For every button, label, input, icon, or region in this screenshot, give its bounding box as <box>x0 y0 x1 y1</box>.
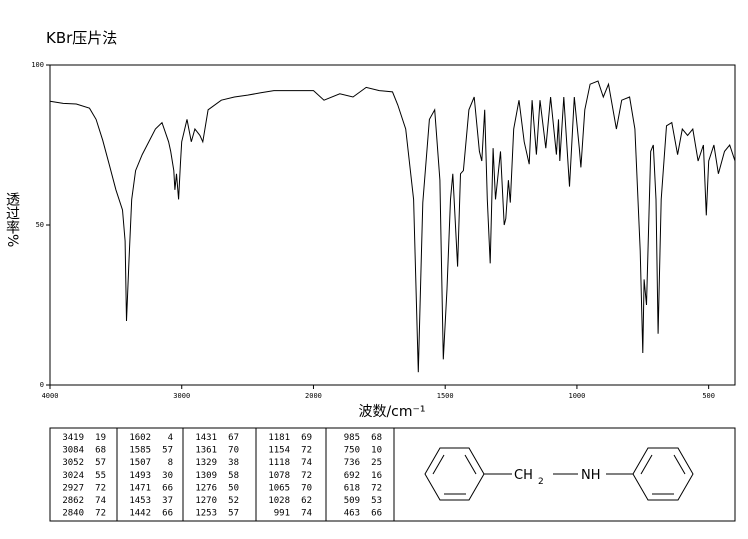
peak-wavenumber: 3052 <box>62 458 84 468</box>
peak-transmittance: 10 <box>371 446 382 456</box>
spectrum-line <box>49 80 736 373</box>
peak-transmittance: 57 <box>228 509 239 519</box>
peak-transmittance: 74 <box>95 496 106 506</box>
double-bond <box>432 454 445 475</box>
y-tick-label: 50 <box>36 221 44 229</box>
peak-transmittance: 72 <box>371 483 382 493</box>
peak-transmittance: 57 <box>95 458 106 468</box>
peak-transmittance: 67 <box>228 433 239 443</box>
peak-transmittance: 70 <box>228 446 239 456</box>
x-tick-label: 1000 <box>568 392 585 400</box>
peak-wavenumber: 463 <box>344 509 360 519</box>
peak-wavenumber: 1078 <box>268 471 290 481</box>
y-axis-label: 透过率% <box>4 192 20 247</box>
x-tick-label: 2000 <box>305 392 322 400</box>
peak-wavenumber: 1361 <box>195 446 217 456</box>
peak-transmittance: 69 <box>301 433 312 443</box>
peak-transmittance: 37 <box>162 496 173 506</box>
peak-wavenumber: 1507 <box>129 458 151 468</box>
peak-wavenumber: 1154 <box>268 446 290 456</box>
peak-table <box>49 427 736 522</box>
peak-transmittance: 68 <box>371 433 382 443</box>
peak-wavenumber: 1276 <box>195 483 217 493</box>
benzene-ring <box>632 447 694 501</box>
peak-transmittance: 68 <box>95 446 106 456</box>
peak-transmittance: 53 <box>371 496 382 506</box>
peak-wavenumber: 985 <box>344 433 360 443</box>
peak-transmittance: 58 <box>228 471 239 481</box>
peak-wavenumber: 1431 <box>195 433 217 443</box>
peak-transmittance: 57 <box>162 446 173 456</box>
peak-wavenumber: 750 <box>344 446 360 456</box>
peak-wavenumber: 736 <box>344 458 360 468</box>
peak-transmittance: 19 <box>95 433 106 443</box>
peak-wavenumber: 1602 <box>129 433 151 443</box>
double-bond <box>673 454 686 475</box>
peak-transmittance: 72 <box>95 509 106 519</box>
peak-transmittance: 66 <box>162 509 173 519</box>
peak-wavenumber: 2927 <box>62 483 84 493</box>
peak-wavenumber: 1270 <box>195 496 217 506</box>
peak-transmittance: 74 <box>301 458 312 468</box>
peak-wavenumber: 1585 <box>129 446 151 456</box>
peak-wavenumber: 3024 <box>62 471 84 481</box>
x-tick-label: 1500 <box>437 392 454 400</box>
peak-wavenumber: 2862 <box>62 496 84 506</box>
peak-wavenumber: 3084 <box>62 446 84 456</box>
peak-wavenumber: 692 <box>344 471 360 481</box>
peak-transmittance: 66 <box>371 509 382 519</box>
double-bond <box>640 454 653 475</box>
peak-transmittance: 66 <box>162 483 173 493</box>
benzene-ring <box>424 447 485 501</box>
peak-wavenumber: 1253 <box>195 509 217 519</box>
y-tick-label: 0 <box>40 381 44 389</box>
peak-transmittance: 52 <box>228 496 239 506</box>
peak-wavenumber: 1442 <box>129 509 151 519</box>
x-tick-label: 3000 <box>173 392 190 400</box>
peak-wavenumber: 1309 <box>195 471 217 481</box>
peak-wavenumber: 509 <box>344 496 360 506</box>
peak-wavenumber: 1329 <box>195 458 217 468</box>
table-frame <box>49 427 736 522</box>
peak-transmittance: 50 <box>228 483 239 493</box>
x-tick-label: 500 <box>702 392 715 400</box>
structure-label: NH <box>581 468 601 483</box>
peak-wavenumber: 1493 <box>129 471 151 481</box>
structure <box>424 447 694 501</box>
x-tick-label: 4000 <box>42 392 59 400</box>
double-bond <box>464 454 477 475</box>
peak-wavenumber: 1453 <box>129 496 151 506</box>
peak-wavenumber: 1471 <box>129 483 151 493</box>
peak-wavenumber: 618 <box>344 483 360 493</box>
peak-transmittance: 72 <box>301 471 312 481</box>
peak-transmittance: 62 <box>301 496 312 506</box>
peak-wavenumber: 991 <box>274 509 290 519</box>
peak-wavenumber: 1118 <box>268 458 290 468</box>
peak-transmittance: 72 <box>95 483 106 493</box>
x-axis-label: 波数/cm⁻¹ <box>358 404 425 420</box>
peak-wavenumber: 2840 <box>62 509 84 519</box>
chart-title: KBr压片法 <box>46 29 117 47</box>
structure-label: CH <box>514 468 533 483</box>
peak-transmittance: 25 <box>371 458 382 468</box>
peak-transmittance: 55 <box>95 471 106 481</box>
peak-transmittance: 16 <box>371 471 382 481</box>
peak-wavenumber: 3419 <box>62 433 84 443</box>
peak-transmittance: 30 <box>162 471 173 481</box>
peak-transmittance: 4 <box>168 433 173 443</box>
peak-transmittance: 74 <box>301 509 312 519</box>
peak-wavenumber: 1028 <box>268 496 290 506</box>
peak-transmittance: 70 <box>301 483 312 493</box>
peak-wavenumber: 1065 <box>268 483 290 493</box>
peak-transmittance: 38 <box>228 458 239 468</box>
peak-transmittance: 72 <box>301 446 312 456</box>
peak-transmittance: 8 <box>168 458 173 468</box>
y-tick-label: 100 <box>31 61 44 69</box>
peak-wavenumber: 1181 <box>268 433 290 443</box>
structure-subscript: 2 <box>538 477 544 487</box>
